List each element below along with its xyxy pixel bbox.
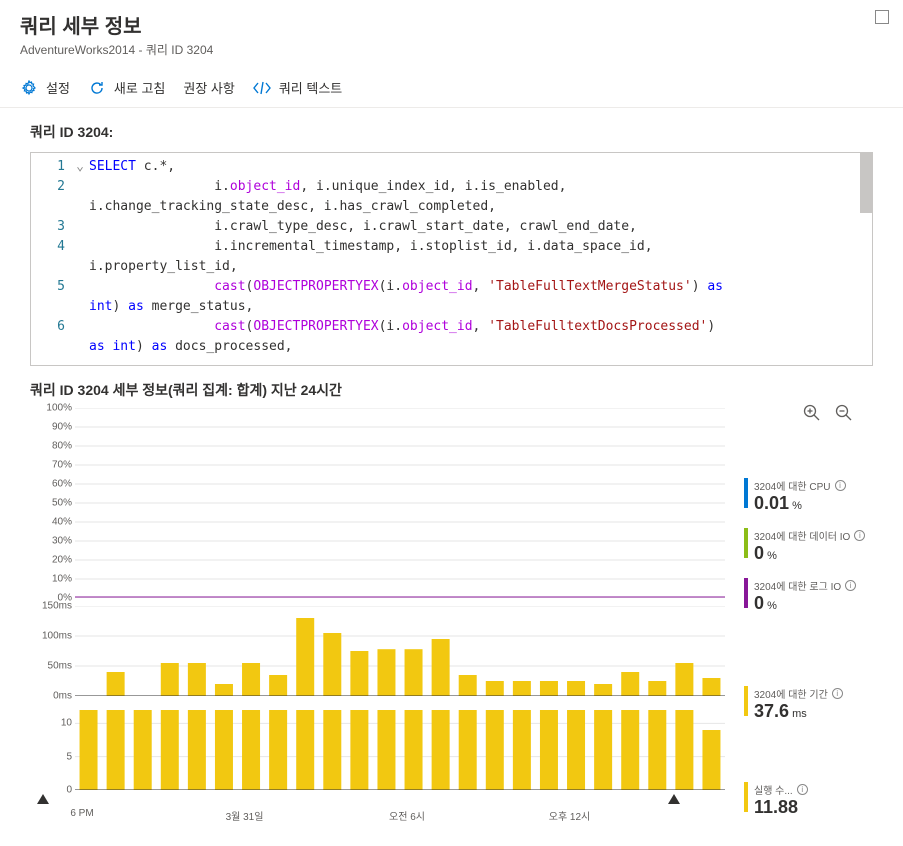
- zoom-out-icon[interactable]: [835, 404, 853, 425]
- info-icon[interactable]: i: [797, 784, 808, 795]
- scrollbar-thumb[interactable]: [860, 153, 872, 213]
- info-icon[interactable]: i: [845, 580, 856, 591]
- chart-section: 쿼리 ID 3204 세부 정보(쿼리 집계: 합계) 지난 24시간 100%…: [0, 366, 903, 832]
- code-icon: [253, 79, 271, 97]
- recommend-label: 권장 사항: [183, 78, 234, 97]
- query-title: 쿼리 ID 3204:: [30, 122, 873, 142]
- settings-label: 설정: [46, 78, 70, 97]
- duration-chart: 150ms100ms50ms0ms: [30, 606, 730, 696]
- refresh-icon: [88, 79, 106, 97]
- chart-legend: 3204에 대한 CPUi0.01 % 3204에 대한 데이터 IOi0 % 32…: [730, 408, 873, 832]
- querytext-button[interactable]: 쿼리 텍스트: [253, 78, 342, 97]
- page-title: 쿼리 세부 정보: [20, 10, 883, 39]
- zoom-controls: [803, 404, 853, 425]
- zoom-in-icon[interactable]: [803, 404, 821, 425]
- legend-item: 실행 수...i11.88: [744, 782, 873, 818]
- page-subtitle: AdventureWorks2014 - 쿼리 ID 3204: [20, 41, 883, 58]
- query-section: 쿼리 ID 3204: 12 34 5 6 ⌄SELECT c.*, i.obj…: [0, 108, 903, 366]
- toolbar: 설정 새로 고침 권장 사항 쿼리 텍스트: [0, 68, 903, 108]
- legend-item: 3204에 대한 로그 IOi0 %: [744, 578, 873, 614]
- info-icon[interactable]: i: [832, 688, 843, 699]
- count-chart: 1050: [30, 710, 730, 790]
- recommend-button[interactable]: 권장 사항: [183, 78, 234, 97]
- gear-icon: [20, 79, 38, 97]
- percent-chart: 100%90%80%70%60%50%40%30%20%10%0%: [30, 408, 730, 598]
- legend-item: 3204에 대한 기간i37.6 ms: [744, 686, 873, 722]
- legend-item: 3204에 대한 데이터 IOi0 %: [744, 528, 873, 564]
- refresh-label: 새로 고침: [114, 78, 165, 97]
- code-gutter: 12 34 5 6: [31, 153, 71, 365]
- refresh-button[interactable]: 새로 고침: [88, 78, 165, 97]
- legend-item: 3204에 대한 CPUi0.01 %: [744, 478, 873, 514]
- info-icon[interactable]: i: [835, 480, 846, 491]
- expand-icon[interactable]: [875, 10, 889, 24]
- settings-button[interactable]: 설정: [20, 78, 70, 97]
- page-header: 쿼리 세부 정보 AdventureWorks2014 - 쿼리 ID 3204: [0, 0, 903, 62]
- chart-title: 쿼리 ID 3204 세부 정보(쿼리 집계: 합계) 지난 24시간: [30, 380, 873, 400]
- code-content: ⌄SELECT c.*, i.object_id, i.unique_index…: [71, 153, 872, 365]
- info-icon[interactable]: i: [854, 530, 865, 541]
- querytext-label: 쿼리 텍스트: [279, 78, 342, 97]
- code-editor[interactable]: 12 34 5 6 ⌄SELECT c.*, i.object_id, i.un…: [30, 152, 873, 366]
- x-axis: 6 PM3월 31일오전 6시오후 12시: [30, 790, 730, 830]
